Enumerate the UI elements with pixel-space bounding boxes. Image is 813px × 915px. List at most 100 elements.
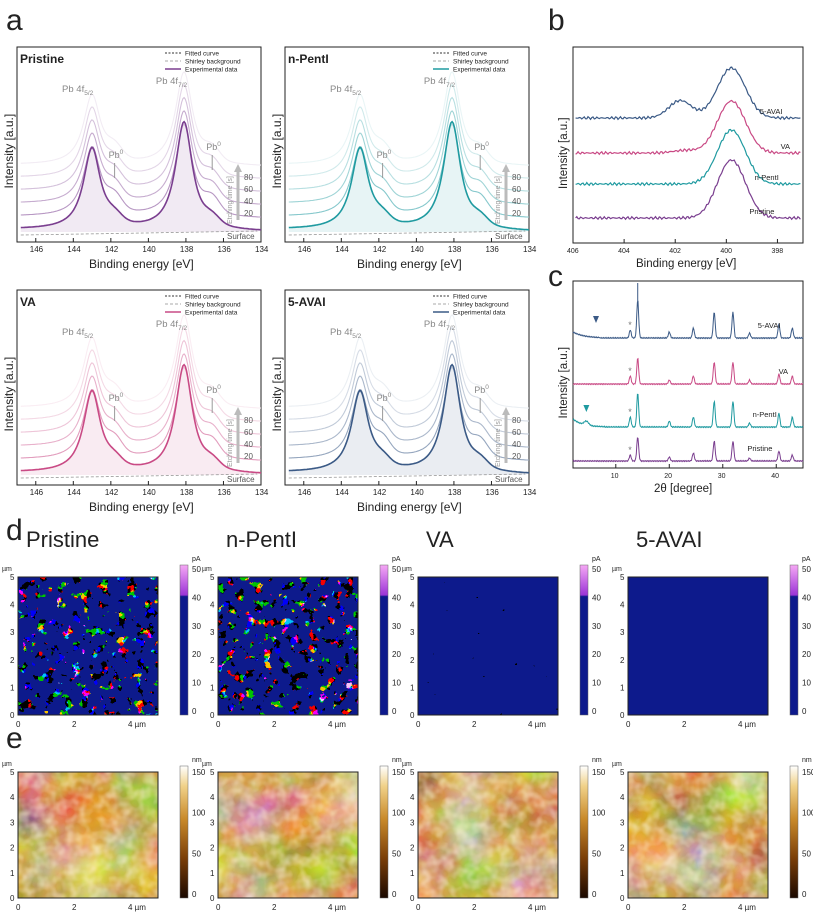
legend-exp: Experimental data <box>185 67 238 74</box>
panel-letter-e: e <box>6 722 23 755</box>
afm-y-unit: µm <box>202 761 212 768</box>
shirley-background <box>20 230 258 236</box>
afm-y-tick: 2 <box>620 844 625 853</box>
cafm-y-tick: 2 <box>10 656 15 665</box>
afm-colorbar-unit: nm <box>392 757 402 764</box>
xps-spectrum <box>288 96 530 192</box>
etching-arrowhead <box>234 164 242 172</box>
peak-label-pb72: Pb 4f7/2 <box>424 319 456 332</box>
x-tick-label: 134 <box>523 245 537 254</box>
cafm-x-tick: 2 <box>72 720 77 729</box>
x-tick-label: 142 <box>105 245 119 254</box>
cafm-x-tick: 0 <box>216 720 221 729</box>
afm-y-tick: 4 <box>620 793 625 802</box>
peak-label-pb0: Pb0 <box>206 141 221 152</box>
cafm-y-tick: 2 <box>410 656 415 665</box>
etching-label: Etching time [s] <box>495 176 502 224</box>
cafm-frame <box>627 576 769 716</box>
xps-frame <box>16 46 262 243</box>
xps-spectrum <box>20 110 262 205</box>
surface-label: Surface <box>227 475 255 484</box>
cafm-y-tick: 3 <box>620 628 625 637</box>
afm-grain-texture <box>418 772 558 898</box>
x-tick-label: 138 <box>180 488 194 497</box>
xps-xlabel: Binding energy [eV] <box>357 500 462 514</box>
afm-colorbar-tick: 0 <box>192 890 197 899</box>
afm-y-tick: 2 <box>10 844 15 853</box>
afm-colorbar-tick: 150 <box>192 768 206 777</box>
etching-tick: 20 <box>512 209 521 218</box>
afm-y-unit: µm <box>2 761 12 768</box>
cafm-x-tick: 0 <box>16 720 21 729</box>
x-tick-label: 140 <box>142 488 156 497</box>
legend-exp: Experimental data <box>185 310 238 317</box>
xps-spectrum <box>288 71 530 166</box>
cafm-x-tick: 4 µm <box>528 720 546 729</box>
afm-x-tick: 4 µm <box>738 903 756 912</box>
n1s-series-line <box>575 99 801 156</box>
cafm-colorbar <box>579 564 589 716</box>
cafm-x-tick: 0 <box>626 720 631 729</box>
xps-spectrum <box>20 96 262 192</box>
n1s-series-label: VA <box>781 142 790 151</box>
afm-y-tick: 0 <box>210 894 215 903</box>
xrd-ylabel: Intensity [a.u.] <box>558 347 570 419</box>
afm-x-tick: 4 µm <box>128 903 146 912</box>
cafm-colorbar-unit: pA <box>592 556 601 563</box>
cafm-y-tick: 0 <box>410 711 415 720</box>
cafm-y-tick: 3 <box>410 628 415 637</box>
xps-spectrum <box>288 120 530 231</box>
afm-colorbar-tick: 50 <box>192 849 201 858</box>
afm-y-tick: 0 <box>620 894 625 903</box>
cafm-colorbar-tick: 20 <box>392 650 401 659</box>
legend-shirley: Shirley background <box>453 59 509 66</box>
x-tick-label: 142 <box>373 488 387 497</box>
legend-fit: Fitted curve <box>453 51 487 58</box>
cafm-y-tick: 1 <box>10 683 15 692</box>
xps-spectrum <box>20 339 262 435</box>
cafm-colorbar-tick: 30 <box>192 622 201 631</box>
x-tick-label: 398 <box>771 248 783 255</box>
cafm-colorbar-tick: 0 <box>802 707 807 716</box>
afm-grain-texture <box>18 772 158 898</box>
afm-colorbar-tick: 0 <box>392 890 397 899</box>
afm-y-tick: 2 <box>210 844 215 853</box>
xps-panel-n-penti: 146 144 142 140 138 136 134 n-PentI Fitted curve… <box>270 46 537 271</box>
afm-colorbar-tick: 50 <box>392 849 401 858</box>
x-tick-label: 134 <box>255 488 269 497</box>
xrd-chart: 10 20 30 40 5-AVAI * VA * n-PentI * Pristine * 2θ [d… <box>558 280 804 495</box>
afm-y-tick: 1 <box>210 869 215 878</box>
xps-ylabel: Intensity [a.u.] <box>2 357 16 432</box>
afm-colorbar <box>579 765 589 899</box>
xps-frame <box>284 46 530 243</box>
panel-letter-c: c <box>548 260 563 293</box>
x-tick-label: 402 <box>669 248 681 255</box>
xps-panel-title: Pristine <box>20 52 64 66</box>
xrd-asterisk: * <box>628 320 632 330</box>
cafm-current-texture <box>418 577 558 715</box>
cafm-y-tick: 4 <box>620 601 625 610</box>
xrd-series-line <box>572 357 804 386</box>
etching-arrowhead <box>234 407 242 415</box>
x-tick-label: 404 <box>618 248 630 255</box>
etching-tick: 40 <box>512 440 521 449</box>
cafm-colorbar-tick: 40 <box>802 593 811 602</box>
etching-tick: 80 <box>512 173 521 182</box>
afm-colorbar-tick: 100 <box>592 809 606 818</box>
afm-colorbar-tick: 150 <box>802 768 813 777</box>
xps-ylabel: Intensity [a.u.] <box>270 114 284 189</box>
afm-colorbar-unit: nm <box>192 757 202 764</box>
cafm-colorbar-tick: 0 <box>192 707 197 716</box>
x-tick-label: 136 <box>217 245 231 254</box>
xps-spectrum <box>20 71 262 166</box>
n1s-series-label: n-PentI <box>755 173 779 182</box>
etching-tick: 60 <box>512 185 521 194</box>
cafm-x-tick: 4 µm <box>128 720 146 729</box>
cafm-colorbar-tick: 10 <box>802 679 811 688</box>
cafm-colorbar-unit: pA <box>192 556 201 563</box>
cafm-frame <box>17 576 159 716</box>
afm-y-tick: 4 <box>410 793 415 802</box>
afm-colorbar <box>379 765 389 899</box>
afm-y-tick: 0 <box>10 894 15 903</box>
